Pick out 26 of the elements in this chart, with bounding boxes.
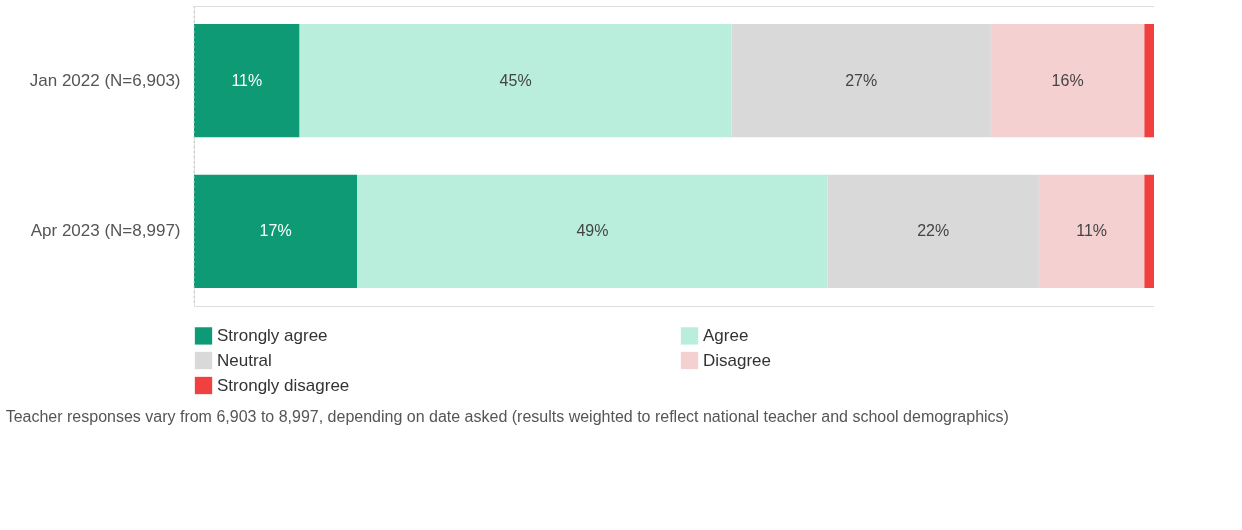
bar	[1144, 24, 1154, 138]
legend-label: Agree	[703, 325, 749, 345]
bar	[827, 174, 1039, 288]
legend-label: Neutral	[217, 350, 272, 370]
bar	[990, 24, 1145, 138]
bar	[731, 24, 991, 138]
y-tick-label: Apr 2023 (N=8,997)	[30, 221, 181, 241]
data-label: 11%	[231, 71, 263, 89]
data-label: 27%	[845, 71, 878, 89]
legend-label: Strongly agree	[217, 325, 328, 345]
legend-label: Disagree	[703, 350, 772, 370]
bar	[357, 174, 828, 288]
data-label: 49%	[576, 222, 609, 240]
legend-label: Strongly disagree	[217, 375, 350, 395]
data-label: 17%	[259, 222, 292, 240]
data-label: 45%	[499, 71, 532, 89]
bar	[1144, 174, 1154, 288]
y-tick-label: Jan 2022 (N=6,903)	[29, 70, 181, 90]
data-label: 22%	[917, 222, 950, 240]
data-label: 11%	[1076, 222, 1108, 240]
bar	[1038, 174, 1145, 288]
data-label: 16%	[1051, 71, 1084, 89]
bar	[194, 24, 300, 138]
bar	[299, 24, 732, 138]
bar	[194, 174, 358, 288]
text: Teacher responses vary from 6,903 to 8,997, depending on date asked (results weighted to reflect national teacher and school demographics)	[5, 408, 1009, 425]
